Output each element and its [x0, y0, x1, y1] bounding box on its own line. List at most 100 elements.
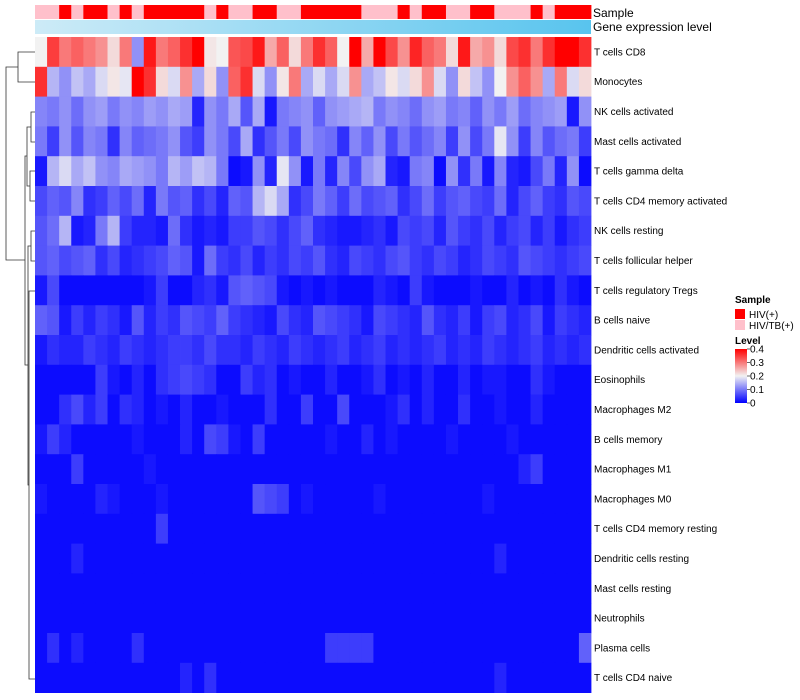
heatmap-cell	[530, 37, 544, 68]
heatmap-cell	[107, 513, 121, 544]
heatmap-cell	[385, 335, 399, 366]
heatmap-cell	[288, 454, 302, 485]
heatmap-cell	[252, 126, 266, 157]
heatmap-cell	[180, 513, 193, 544]
heatmap-cell	[95, 37, 108, 68]
heatmap-cell	[349, 484, 362, 515]
heatmap-cell	[95, 633, 108, 664]
heatmap-cell	[143, 573, 157, 604]
heatmap-cell	[216, 186, 229, 217]
heatmap-cell	[542, 603, 556, 634]
heatmap-cell	[119, 573, 133, 604]
heatmap-cell	[554, 245, 568, 276]
heatmap-cell	[264, 484, 278, 515]
heatmap-cell	[107, 662, 121, 693]
heatmap-cell	[83, 66, 96, 97]
heatmap-cell	[83, 633, 96, 664]
heatmap-cell	[542, 96, 556, 127]
heatmap-cell	[107, 245, 121, 276]
heatmap-cell	[349, 156, 362, 187]
heatmap-cell	[433, 37, 447, 68]
heatmap-cell	[445, 126, 459, 157]
heatmap-cell	[252, 215, 266, 246]
heatmap-cell	[119, 335, 133, 366]
heatmap-cell	[288, 424, 302, 455]
heatmap-cell	[458, 633, 471, 664]
heatmap-cell	[228, 543, 241, 574]
heatmap-cell	[470, 424, 483, 455]
sample-annotation-cell	[204, 5, 217, 19]
heatmap-cell	[216, 454, 229, 485]
heatmap-cell	[71, 573, 84, 604]
heatmap-cell	[494, 245, 507, 276]
heatmap-cell	[131, 484, 145, 515]
heatmap-cell	[264, 96, 278, 127]
heatmap-cell	[518, 215, 531, 246]
row-label: B cells naive	[594, 316, 651, 327]
heatmap-cell	[143, 633, 157, 664]
heatmap-cell	[458, 394, 471, 425]
heatmap-cell	[143, 245, 157, 276]
heatmap-cell	[445, 335, 459, 366]
heatmap-cell	[300, 603, 314, 634]
heatmap-cell	[252, 305, 266, 336]
heatmap-cell	[494, 513, 507, 544]
heatmap-cell	[252, 454, 266, 485]
heatmap-cell	[530, 186, 544, 217]
heatmap-cell	[83, 126, 96, 157]
heatmap-cell	[119, 633, 133, 664]
heatmap-cell	[83, 215, 96, 246]
heatmap-cell	[542, 543, 556, 574]
heatmap-cell	[264, 573, 278, 604]
heatmap-cell	[83, 543, 96, 574]
heatmap-cell	[506, 633, 519, 664]
heatmap-cell	[349, 513, 362, 544]
heatmap-cell	[385, 96, 399, 127]
heatmap-cell	[494, 66, 507, 97]
heatmap-cell	[300, 394, 314, 425]
sample-annotation-cell	[445, 5, 459, 19]
heatmap-cell	[313, 305, 326, 336]
heatmap-cell	[337, 96, 350, 127]
heatmap-cell	[337, 275, 350, 306]
heatmap-cell	[578, 484, 592, 515]
sample-annotation-cell	[421, 5, 435, 19]
heatmap-cell	[288, 245, 302, 276]
heatmap-cell	[458, 603, 471, 634]
heatmap-cell	[300, 335, 314, 366]
heatmap-cell	[216, 126, 229, 157]
heatmap-cell	[276, 454, 290, 485]
heatmap-cell	[216, 662, 229, 693]
heatmap-cell	[421, 662, 435, 693]
heatmap-cell	[276, 662, 290, 693]
heatmap-cell	[554, 335, 568, 366]
heatmap-cell	[325, 186, 338, 217]
level-colorbar	[735, 349, 747, 403]
heatmap-cell	[288, 513, 302, 544]
heatmap-cell	[71, 603, 84, 634]
heatmap-cell	[349, 245, 362, 276]
heatmap-cell	[494, 186, 507, 217]
heatmap-cell	[494, 573, 507, 604]
heatmap-cell	[35, 633, 48, 664]
heatmap-cell	[554, 96, 568, 127]
heatmap-cell	[83, 245, 96, 276]
heatmap-cell	[494, 96, 507, 127]
heatmap-cell	[83, 275, 96, 306]
heatmap-cell	[180, 394, 193, 425]
heatmap-cell	[300, 186, 314, 217]
heatmap-cell	[47, 96, 60, 127]
heatmap-cell	[566, 662, 580, 693]
sample-annotation-cell	[470, 5, 483, 19]
heatmap-cell	[470, 573, 483, 604]
heatmap-cell	[83, 603, 96, 634]
heatmap-cell	[554, 573, 568, 604]
heatmap-cell	[554, 215, 568, 246]
heatmap-cell	[482, 573, 495, 604]
heatmap-cell	[143, 454, 157, 485]
heatmap-cell	[373, 603, 386, 634]
heatmap-cell	[542, 156, 556, 187]
heatmap-cell	[578, 394, 592, 425]
row-dendrogram	[5, 51, 35, 680]
heatmap-cell	[276, 245, 290, 276]
